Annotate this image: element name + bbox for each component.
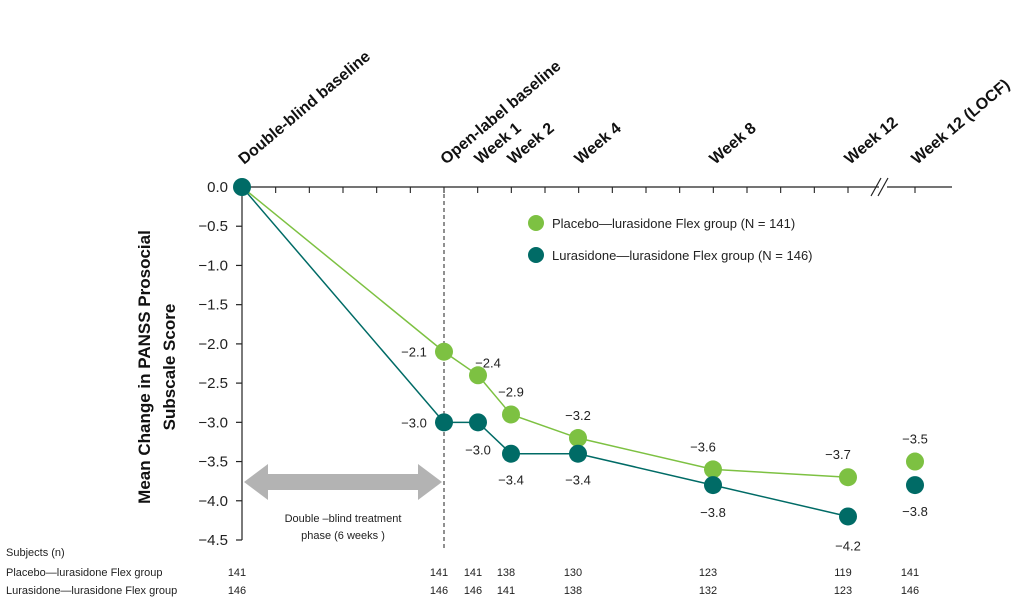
- lurasidone-point: [704, 476, 722, 495]
- lurasidone-point: [469, 413, 487, 432]
- lurasidone-data-label: −3.4: [498, 473, 524, 488]
- y-tick-label: −4.5: [198, 532, 228, 549]
- placebo-data-label: −2.4: [475, 355, 501, 370]
- lurasidone-point: [906, 476, 924, 495]
- legend-placebo-marker: [528, 215, 544, 231]
- lurasidone-data-label: −3.4: [565, 473, 591, 488]
- subjects-placebo-count: 141: [228, 567, 246, 579]
- legend-lurasidone-label: Lurasidone—lurasidone Flex group (N = 14…: [552, 248, 813, 263]
- y-tick-label: −1.0: [198, 257, 228, 274]
- placebo-data-label: −3.2: [565, 408, 591, 423]
- placebo-point: [469, 366, 487, 385]
- subjects-row-label-placebo: Placebo—lurasidone Flex group: [6, 567, 163, 579]
- timepoint-label: Week 12 (LOCF): [909, 76, 1014, 168]
- lurasidone-point: [435, 413, 453, 432]
- lurasidone-data-label: −4.2: [835, 538, 861, 553]
- subjects-lurasidone-count: 146: [464, 585, 482, 597]
- y-tick-label: −1.5: [198, 297, 228, 314]
- subjects-lurasidone-count: 146: [228, 585, 246, 597]
- placebo-data-label: −2.9: [498, 384, 524, 399]
- lurasidone-data-label: −3.0: [465, 442, 491, 457]
- y-tick-label: −3.5: [198, 454, 228, 471]
- y-tick-label: −4.0: [198, 493, 228, 510]
- legend-lurasidone-marker: [528, 247, 544, 263]
- lurasidone-point: [569, 444, 587, 463]
- subjects-placebo-count: 119: [834, 567, 852, 579]
- subjects-placebo-count: 130: [564, 567, 582, 579]
- subjects-lurasidone-count: 138: [564, 585, 582, 597]
- subjects-placebo-count: 141: [901, 567, 919, 579]
- y-tick-label: −2.0: [198, 336, 228, 353]
- subjects-lurasidone-count: 146: [430, 585, 448, 597]
- subjects-placebo-count: 141: [430, 567, 448, 579]
- lurasidone-data-label: −3.8: [902, 504, 928, 519]
- y-tick-label: −2.5: [198, 375, 228, 392]
- placebo-point: [704, 460, 722, 479]
- timepoint-label: Week 8: [707, 120, 760, 168]
- legend-placebo-label: Placebo—lurasidone Flex group (N = 141): [552, 216, 795, 231]
- timepoint-label: Double-blind baseline: [236, 48, 374, 168]
- lurasidone-series-line: [241, 186, 849, 518]
- subjects-lurasidone-count: 123: [834, 585, 852, 597]
- y-tick-label: −3.0: [198, 414, 228, 431]
- subjects-lurasidone-count: 141: [497, 585, 515, 597]
- timepoint-label: Week 4: [572, 120, 625, 168]
- lurasidone-data-label: −3.8: [700, 505, 726, 520]
- placebo-data-label: −2.1: [401, 345, 427, 360]
- placebo-point: [502, 405, 520, 424]
- axis-break-mark: [877, 177, 889, 197]
- subjects-placebo-count: 138: [497, 567, 515, 579]
- annotation-line2: phase (6 weeks ): [301, 530, 385, 542]
- subjects-placebo-count: 123: [699, 567, 717, 579]
- y-axis-title-line2: Subscale Score: [160, 304, 179, 431]
- annotation-line1: Double –blind treatment: [285, 513, 402, 525]
- baseline-point: [233, 178, 251, 196]
- subjects-header: Subjects (n): [6, 547, 65, 559]
- treatment-phase-arrow: [244, 464, 442, 500]
- subjects-lurasidone-count: 132: [699, 585, 717, 597]
- subjects-lurasidone-count: 146: [901, 585, 919, 597]
- placebo-point: [906, 452, 924, 471]
- placebo-data-label: −3.5: [902, 432, 928, 447]
- timepoint-label: Week 12: [842, 114, 902, 168]
- placebo-point: [569, 429, 587, 448]
- placebo-point: [839, 468, 857, 487]
- axis-break-mark: [870, 177, 882, 197]
- lurasidone-point: [839, 507, 857, 526]
- placebo-point: [435, 342, 453, 361]
- placebo-data-label: −3.7: [825, 447, 851, 462]
- subjects-placebo-count: 141: [464, 567, 482, 579]
- subjects-row-label-lurasidone: Lurasidone—lurasidone Flex group: [6, 585, 177, 597]
- placebo-data-label: −3.6: [690, 439, 716, 454]
- y-tick-label: −0.5: [198, 218, 228, 235]
- y-tick-label: 0.0: [207, 179, 228, 196]
- lurasidone-data-label: −3.0: [401, 415, 427, 430]
- y-axis-title-line1: Mean Change in PANSS Prosocial: [135, 230, 154, 504]
- lurasidone-point: [502, 444, 520, 463]
